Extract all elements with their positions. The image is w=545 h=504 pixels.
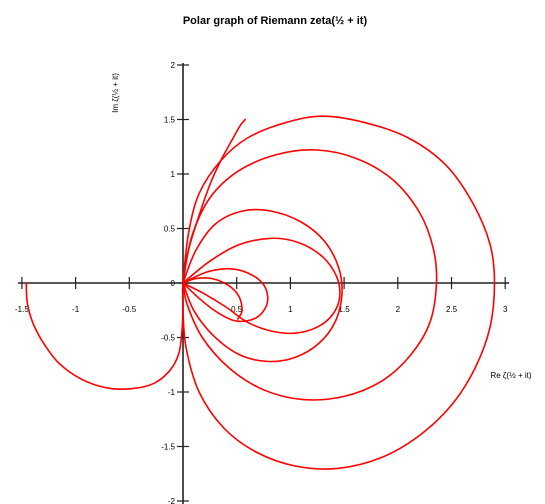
x-tick-label: -1.5 [15, 305, 29, 314]
zeta-curve-segment-2 [181, 115, 496, 470]
y-tick-label: 2 [171, 61, 176, 70]
zeta-curve-segment-4 [182, 208, 343, 363]
x-tick-label: -1 [72, 305, 80, 314]
zeta-curve-segment-5 [182, 237, 341, 335]
ticks: -1.5 -1 -0.5 0.5 1 1.5 2 2.5 3 -2 -1.5 -1 -0.5 0 0.5 1 1… [15, 61, 508, 504]
y-tick-label: 0.5 [164, 225, 176, 234]
y-tick-label: -1 [168, 388, 176, 397]
y-tick-label: -1.5 [161, 443, 175, 452]
x-tick-label: 2 [396, 305, 401, 314]
x-tick-label: 1 [288, 305, 293, 314]
y-tick-label: 1.5 [164, 116, 176, 125]
x-tick-label: 2.5 [446, 305, 458, 314]
zeta-curve-segment-7 [182, 277, 243, 320]
x-tick-label: -0.5 [122, 305, 136, 314]
zeta-curve-segment-1 [25, 118, 247, 390]
y-tick-label: 1 [171, 170, 176, 179]
x-tick-label: 3 [503, 305, 508, 314]
zeta-curve-segment-6 [182, 267, 269, 323]
y-tick-label: -0.5 [161, 334, 175, 343]
chart-title: Polar graph of Riemann zeta(½ + it) [183, 15, 368, 27]
zeta-curve-segment-3 [182, 149, 438, 401]
curves [25, 115, 496, 470]
x-axis-label: Re ζ(½ + it) [490, 371, 531, 380]
y-tick-label: 0 [171, 279, 176, 288]
x-tick-label: 0.5 [231, 305, 243, 314]
y-tick-label: -2 [168, 497, 176, 504]
x-tick-label: 1.5 [339, 305, 351, 314]
y-axis-label: Im ζ(½ + it) [111, 73, 120, 113]
